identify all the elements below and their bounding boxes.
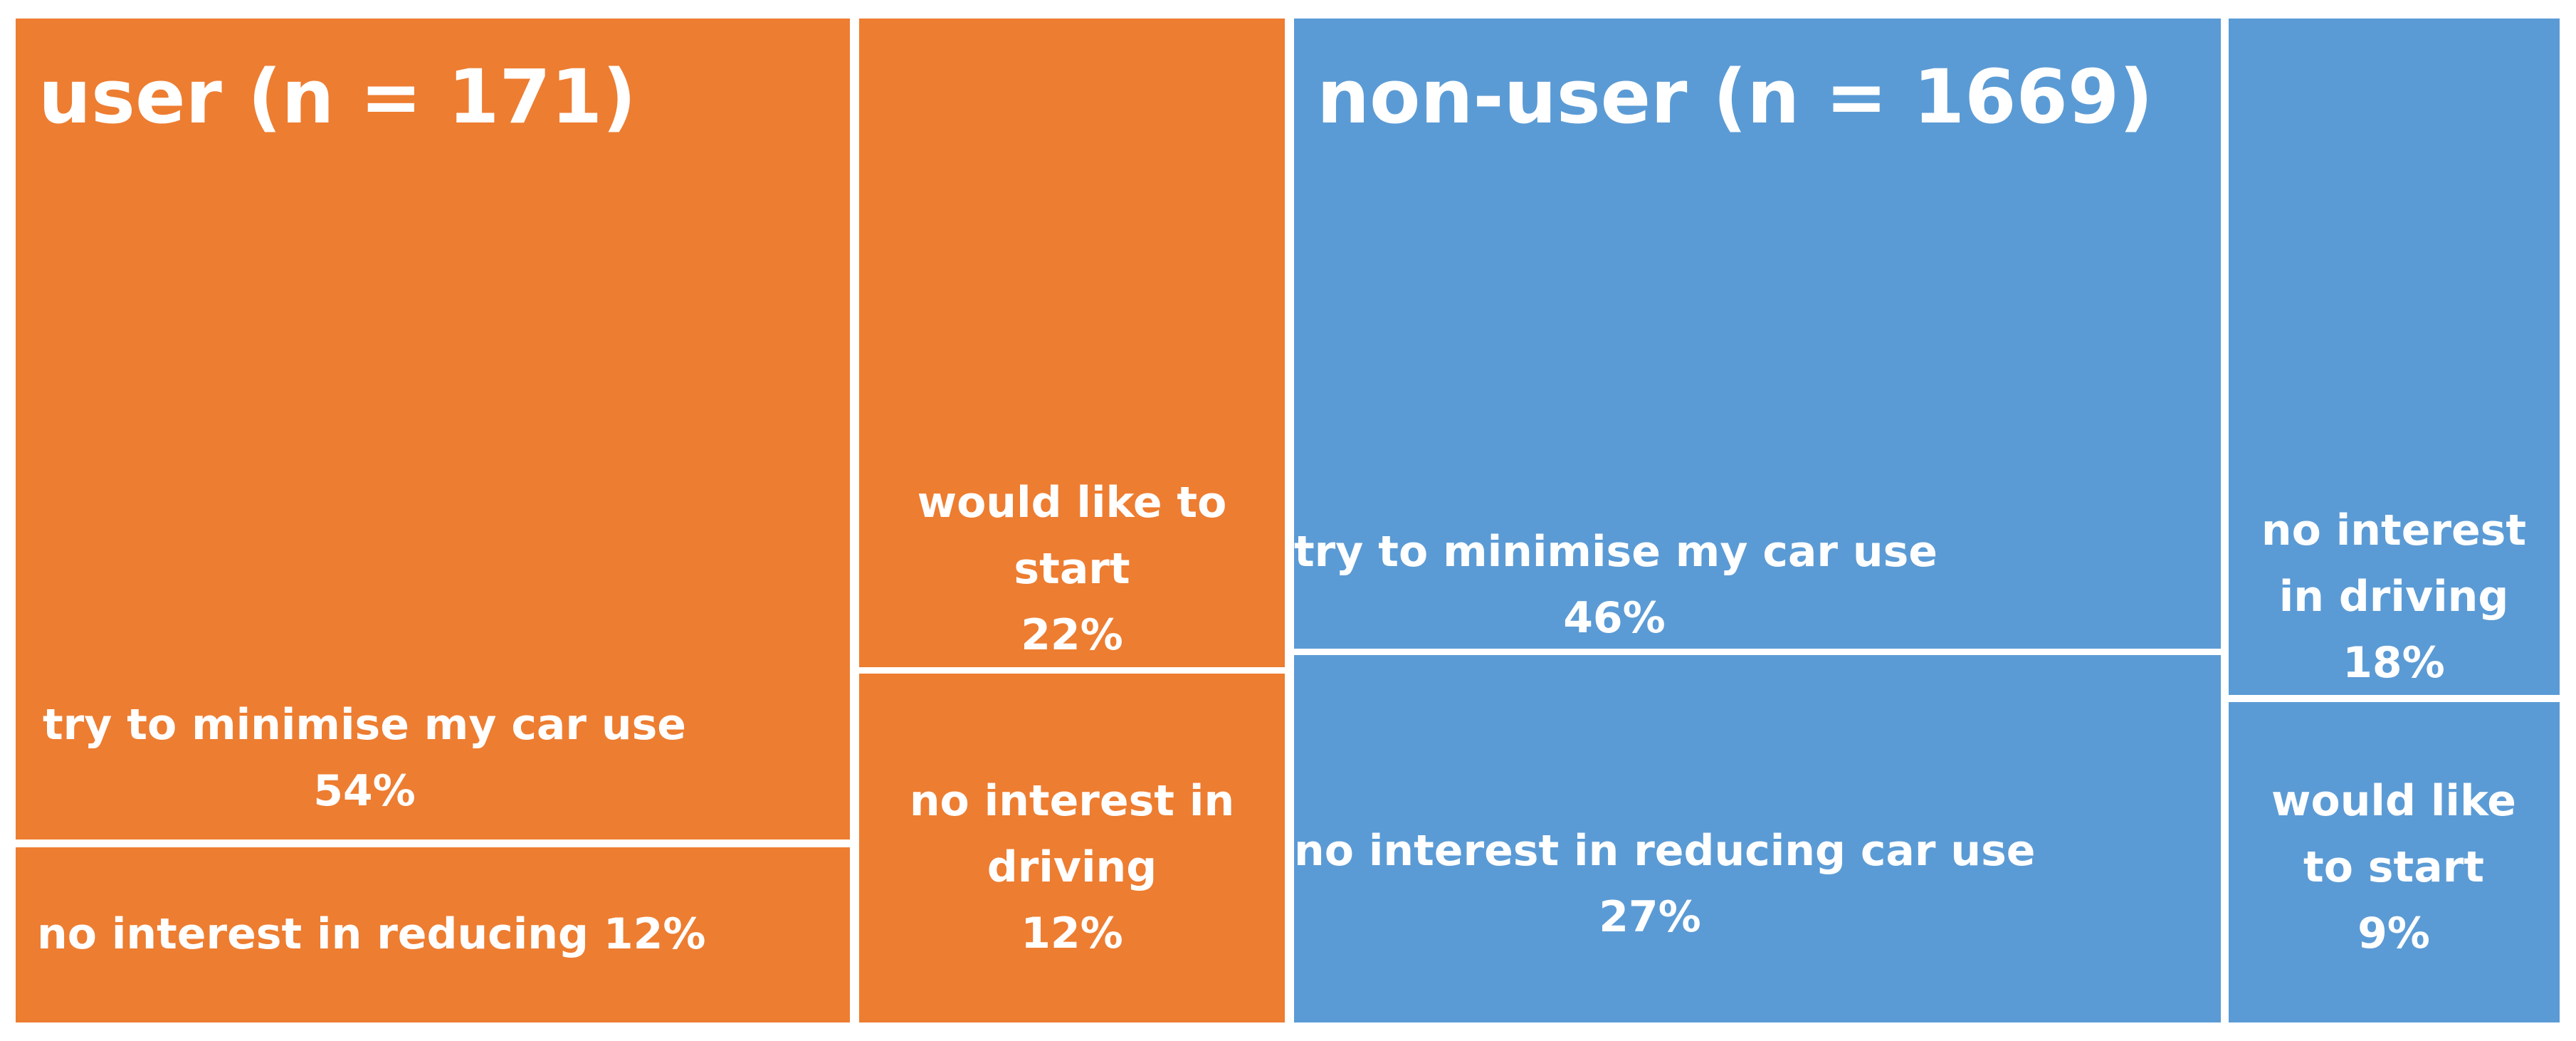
- tile-nonuser-no-interest-reducing: no interest in reducing car use 27%: [1294, 655, 2221, 1022]
- tile-label-nonuser-minimise: try to minimise my car use 46%: [1294, 519, 1938, 649]
- tile-value: 9%: [2357, 909, 2430, 958]
- tile-category: no interest in reducing car use: [1294, 826, 2036, 876]
- tile-user-no-interest-driving: no interest in driving 12%: [859, 674, 1285, 1022]
- tile-category: try to minimise my car use: [43, 700, 686, 750]
- tile-category: try to minimise my car use: [1294, 527, 1938, 577]
- tile-category: would like to start: [917, 478, 1227, 594]
- tile-category-and-value: no interest in reducing 12%: [37, 909, 705, 959]
- tile-value: 12%: [603, 909, 706, 959]
- tile-nonuser-would-like-to-start: would like to start 9%: [2229, 702, 2560, 1022]
- tile-category: no interest in reducing: [37, 909, 589, 959]
- tile-label-nonuser-no-interest-driving: no interest in driving 18%: [2229, 498, 2559, 695]
- tile-value: 18%: [2343, 638, 2445, 688]
- tile-value: 27%: [1599, 892, 1701, 942]
- tile-category: no interest in driving: [909, 776, 1235, 892]
- tile-user-no-interest-reducing: no interest in reducing 12%: [16, 847, 850, 1022]
- group-label-nonuser: non-user (n = 1669): [1317, 53, 2153, 140]
- tile-value: 54%: [313, 766, 416, 816]
- tile-label-user-no-interest-driving: no interest in driving 12%: [859, 768, 1285, 967]
- tile-value: 46%: [1563, 593, 1666, 643]
- tile-label-user-would-like-to-start: would like to start 22%: [859, 470, 1285, 667]
- tile-category: no interest in driving: [2261, 506, 2527, 622]
- tile-label-user-no-interest-reducing: no interest in reducing 12%: [16, 901, 705, 968]
- tile-category: would like to start: [2271, 776, 2516, 892]
- tile-user-would-like-to-start: would like to start 22%: [859, 19, 1285, 667]
- tile-nonuser-minimise: non-user (n = 1669) try to minimise my c…: [1294, 19, 2221, 649]
- tile-label-user-minimise: try to minimise my car use 54%: [37, 692, 692, 825]
- tile-label-nonuser-would-like-to-start: would like to start 9%: [2229, 768, 2559, 967]
- tile-value: 12%: [1021, 909, 1123, 958]
- group-label-user: user (n = 171): [38, 53, 636, 140]
- tile-user-minimise: user (n = 171) try to minimise my car us…: [16, 19, 850, 839]
- tile-value: 22%: [1021, 610, 1123, 660]
- tile-label-nonuser-no-interest-reducing: no interest in reducing car use 27%: [1294, 818, 2036, 951]
- tile-nonuser-no-interest-driving: no interest in driving 18%: [2229, 19, 2560, 695]
